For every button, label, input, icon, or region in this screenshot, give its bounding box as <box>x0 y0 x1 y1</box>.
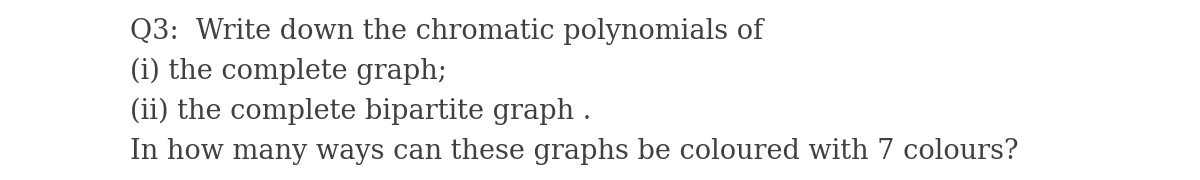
Text: (ii) the complete bipartite graph .: (ii) the complete bipartite graph . <box>130 98 592 125</box>
Text: In how many ways can these graphs be coloured with 7 colours?: In how many ways can these graphs be col… <box>130 138 1019 165</box>
Text: (i) the complete graph;: (i) the complete graph; <box>130 58 446 85</box>
Text: Q3:  Write down the chromatic polynomials of: Q3: Write down the chromatic polynomials… <box>130 18 763 45</box>
